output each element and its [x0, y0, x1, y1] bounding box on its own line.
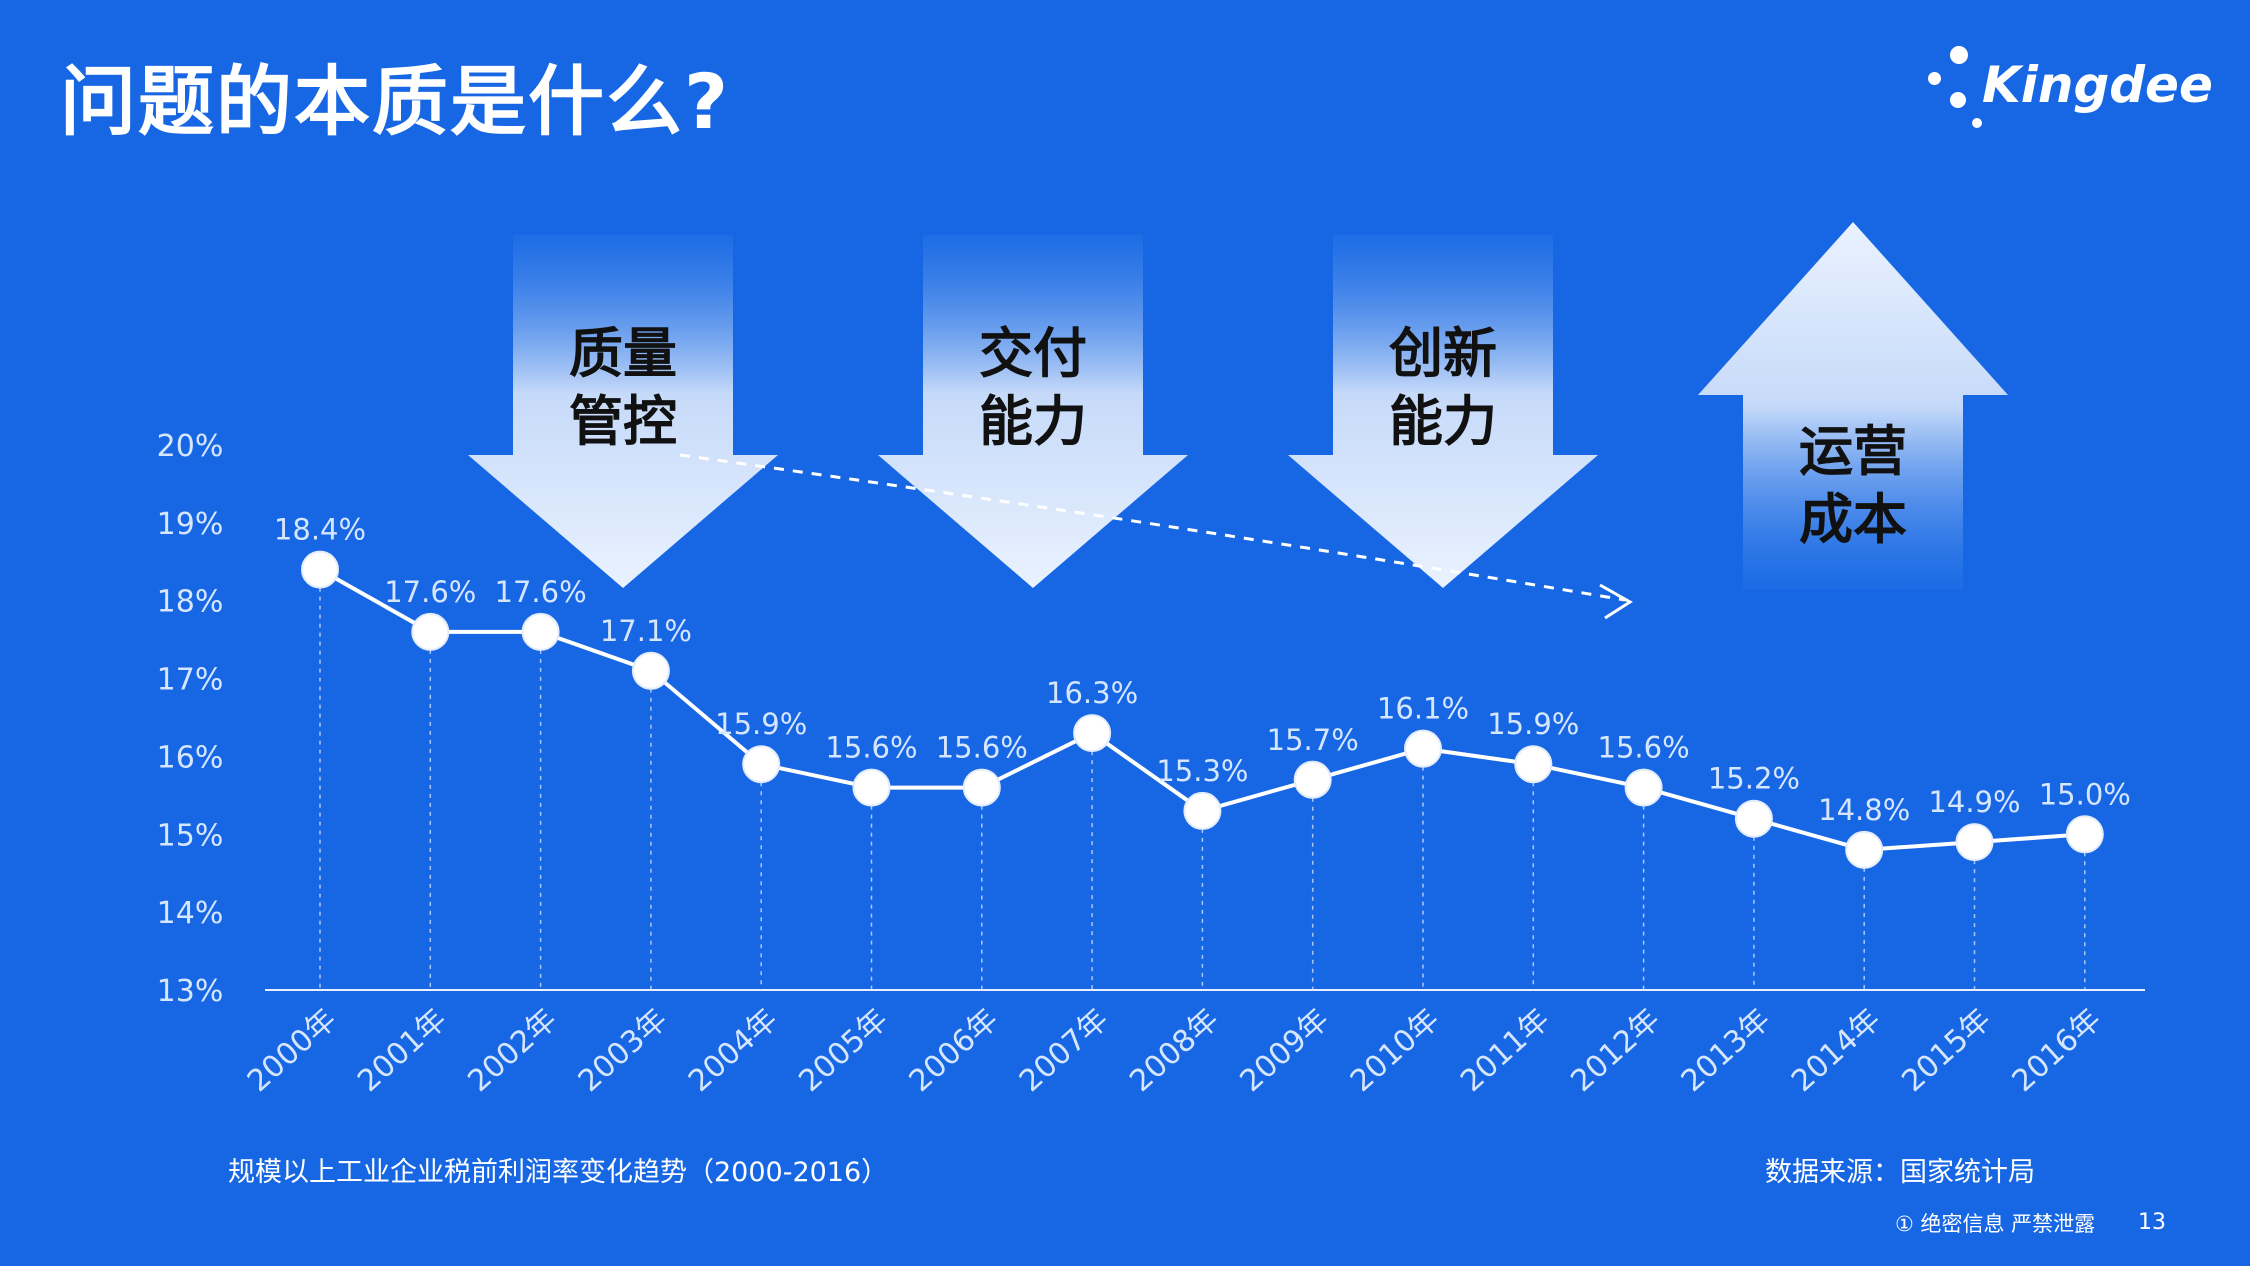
data-point: [1073, 714, 1112, 753]
x-tick-label: 2012年: [1564, 1002, 1666, 1099]
data-label: 15.6%: [825, 731, 917, 765]
trend-line: [679, 453, 1626, 602]
logo-dot-icon: [1950, 92, 1966, 108]
arrow-label: 成本: [1799, 488, 1907, 551]
data-point: [1514, 745, 1553, 784]
logo-text: Kingdee: [1982, 56, 2213, 114]
x-tick-label: 2008年: [1123, 1002, 1225, 1099]
page-number: 13: [2138, 1210, 2166, 1235]
data-point: [631, 651, 670, 690]
arrow-label: 质量: [569, 322, 677, 385]
x-tick-label: 2002年: [461, 1002, 563, 1099]
data-point: [1293, 760, 1332, 799]
data-source: 数据来源：国家统计局: [1765, 1157, 2035, 1188]
page-title: 问题的本质是什么?: [60, 57, 731, 146]
data-point: [1955, 823, 1994, 862]
y-tick-label: 18%: [157, 585, 224, 620]
trend-arrowhead-icon: [1599, 583, 1633, 620]
data-label: 15.2%: [1708, 762, 1800, 796]
kingdee-logo: Kingdee: [1920, 38, 2213, 138]
arrow-label: 运营: [1799, 420, 1907, 483]
data-point: [1183, 791, 1222, 830]
data-point: [1404, 729, 1442, 768]
x-tick-label: 2006年: [903, 1002, 1005, 1099]
data-label: 14.8%: [1818, 793, 1910, 827]
data-label: 16.1%: [1377, 692, 1469, 726]
data-label: 15.0%: [2039, 777, 2131, 811]
down-arrow-icon: [1288, 235, 1598, 588]
logo-dot-icon: [1972, 118, 1982, 128]
data-point: [962, 768, 1001, 807]
down-arrow-icon: [468, 235, 778, 588]
y-tick-label: 16%: [157, 740, 224, 775]
chart-caption: 规模以上工业企业税前利润率变化趋势（2000-2016）: [228, 1157, 889, 1188]
data-label: 14.9%: [1928, 785, 2020, 819]
arrow-label: 管控: [569, 390, 677, 453]
x-tick-label: 2009年: [1234, 1002, 1336, 1099]
logo-dot-icon: [1928, 72, 1941, 85]
drop-lines: [319, 569, 2086, 990]
data-point: [852, 768, 891, 807]
x-tick-label: 2013年: [1675, 1002, 1777, 1099]
data-point: [521, 612, 560, 651]
x-tick-label: 2001年: [351, 1002, 453, 1099]
arrow-label: 能力: [1389, 390, 1497, 453]
data-point: [301, 550, 339, 589]
data-point: [1734, 799, 1773, 838]
data-label: 17.6%: [384, 575, 476, 609]
data-label: 15.3%: [1156, 754, 1248, 788]
x-tick-label: 2016年: [2006, 1002, 2108, 1099]
data-label: 18.4%: [274, 513, 366, 547]
x-tick-label: 2014年: [1785, 1002, 1887, 1099]
data-label: 15.9%: [1487, 707, 1579, 741]
logo-dot-icon: [1950, 46, 1968, 64]
data-point: [411, 612, 450, 651]
series-layer: [301, 550, 2104, 869]
x-tick-label: 2011年: [1454, 1002, 1556, 1099]
y-tick-label: 14%: [157, 896, 224, 931]
data-label: 15.9%: [715, 707, 807, 741]
data-point: [1845, 830, 1884, 869]
data-label: 16.3%: [1046, 676, 1138, 710]
data-label: 15.6%: [936, 731, 1028, 765]
y-tick-label: 13%: [157, 974, 224, 1009]
arrow-label: 创新: [1389, 322, 1497, 385]
down-arrow-icon: [878, 235, 1188, 588]
arrow-label: 能力: [979, 390, 1087, 453]
x-tick-label: 2004年: [682, 1002, 784, 1099]
y-tick-label: 15%: [157, 818, 224, 853]
x-tick-label: 2007年: [1013, 1002, 1115, 1099]
x-tick-label: 2000年: [241, 1002, 343, 1099]
data-point: [742, 745, 781, 784]
text-layer: 18.4% 17.6% 17.6% 17.1% 15.9% 15.6% 15.6% 16.3%…: [274, 513, 2131, 827]
y-tick-label: 20%: [157, 429, 224, 464]
trend-arrow: [679, 453, 1633, 620]
up-arrow-icon: [1698, 222, 2008, 590]
data-label: 17.1%: [600, 614, 692, 648]
data-point: [1624, 768, 1663, 807]
x-tick-label: 2010年: [1344, 1002, 1446, 1099]
x-tick-label: 2015年: [1895, 1002, 1997, 1099]
y-tick-label: 19%: [157, 507, 224, 542]
data-point: [2065, 815, 2104, 854]
data-label: 15.7%: [1267, 723, 1359, 757]
x-tick-label: 2005年: [792, 1002, 894, 1099]
data-label: 15.6%: [1598, 731, 1690, 765]
confidential-notice: ① 绝密信息 严禁泄露: [1895, 1212, 2096, 1236]
y-tick-label: 17%: [157, 663, 224, 698]
arrow-label: 交付: [979, 322, 1087, 385]
data-label: 17.6%: [495, 575, 587, 609]
x-tick-label: 2003年: [572, 1002, 674, 1099]
